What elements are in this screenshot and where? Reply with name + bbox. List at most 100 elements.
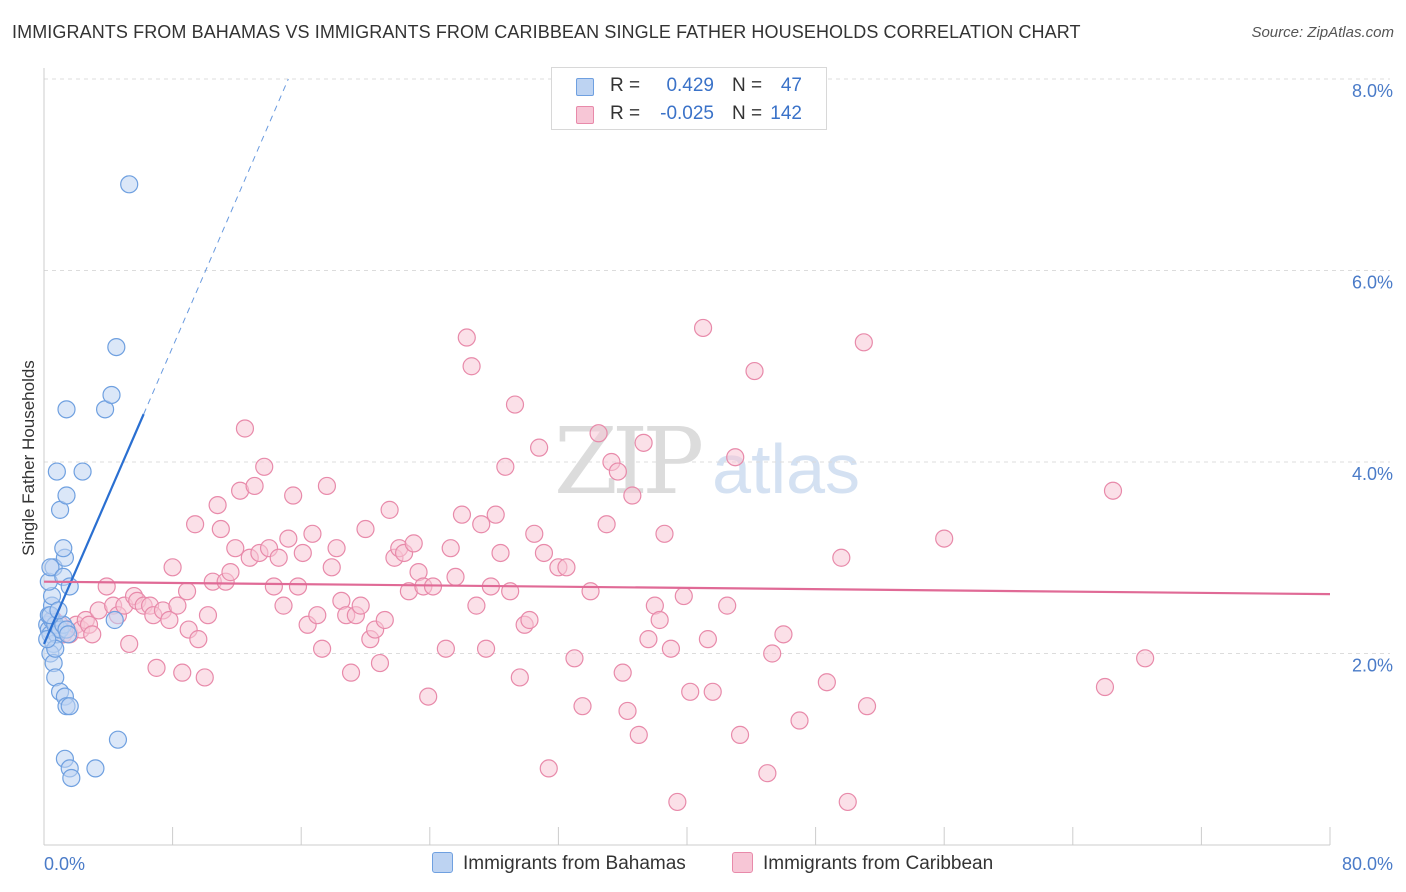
series-swatch-bahamas <box>432 852 453 873</box>
caribbean-point <box>404 534 423 553</box>
legend-r-value: 0.429 <box>666 75 714 96</box>
caribbean-point <box>186 515 205 534</box>
caribbean-point <box>245 476 264 496</box>
bahamas-point <box>102 385 121 405</box>
bahamas-point <box>60 697 79 716</box>
series-label-bahamas: Immigrants from Bahamas <box>463 853 686 874</box>
caribbean-point <box>565 649 584 668</box>
legend-swatch-caribbean <box>576 106 594 124</box>
caribbean-point <box>520 610 539 630</box>
caribbean-point <box>221 563 240 582</box>
bahamas-point <box>108 730 128 749</box>
caribbean-point <box>613 663 632 682</box>
caribbean-point <box>441 539 460 558</box>
caribbean-point <box>264 577 283 596</box>
caribbean-point <box>693 318 713 338</box>
caribbean-point <box>255 457 274 476</box>
caribbean-point <box>322 558 341 577</box>
caribbean-point <box>668 792 687 812</box>
caribbean-point <box>467 596 486 615</box>
legend-n-value: 142 <box>770 103 802 124</box>
caribbean-point <box>293 543 312 563</box>
caribbean-point <box>284 486 303 505</box>
caribbean-point <box>534 543 554 563</box>
bahamas-point <box>120 175 139 194</box>
caribbean-point <box>857 697 877 716</box>
caribbean-point <box>341 663 361 682</box>
series-legend-bahamas: Immigrants from Bahamas <box>432 852 686 875</box>
caribbean-point <box>525 524 544 543</box>
caribbean-point <box>581 582 600 601</box>
caribbean-point <box>832 548 851 567</box>
series-legend: Immigrants from Bahamas Immigrants from … <box>0 852 1406 878</box>
y-tick-label: 8.0% <box>1352 81 1393 101</box>
caribbean-point <box>208 495 227 515</box>
y-tick-label: 2.0% <box>1352 656 1393 676</box>
caribbean-point <box>308 606 327 625</box>
caribbean-point <box>195 668 214 687</box>
caribbean-point <box>539 759 558 778</box>
caribbean-point <box>380 500 399 519</box>
caribbean-point <box>854 333 873 352</box>
caribbean-point <box>486 505 505 524</box>
legend-r-value: -0.025 <box>660 103 714 124</box>
trend-lines <box>42 78 1331 645</box>
caribbean-point <box>303 524 322 543</box>
caribbean-point <box>681 682 700 701</box>
caribbean-point <box>661 639 681 658</box>
y-axis-label: Single Father Households <box>19 360 38 556</box>
caribbean-point <box>589 424 608 443</box>
tick-labels: 2.0% 4.0% 6.0% 8.0% 0.0% 80.0% <box>44 81 1393 874</box>
caribbean-point <box>211 519 230 539</box>
caribbean-point <box>163 558 182 577</box>
caribbean-point <box>419 687 438 706</box>
caribbean-point <box>457 328 476 347</box>
caribbean-point <box>288 577 308 596</box>
correlation-legend: R = 0.429 N = 47 R = -0.025 N = 142 <box>551 67 827 130</box>
caribbean-point <box>758 764 777 783</box>
caribbean-point <box>462 357 481 376</box>
legend-row-caribbean: R = -0.025 N = 142 <box>552 101 826 129</box>
caribbean-point <box>726 448 745 467</box>
caribbean-point <box>452 505 472 524</box>
caribbean-point <box>351 596 370 615</box>
caribbean-point <box>279 529 298 548</box>
bahamas-point <box>86 759 105 778</box>
caribbean-point <box>618 701 637 721</box>
legend-n-value: 47 <box>780 75 802 96</box>
bahamas-point <box>57 486 76 505</box>
caribbean-point <box>703 682 722 701</box>
legend-n-label: N = <box>732 103 763 124</box>
caribbean-point <box>623 486 642 505</box>
caribbean-point <box>1103 481 1123 500</box>
caribbean-point <box>505 395 525 414</box>
bahamas-point <box>62 768 81 788</box>
caribbean-point <box>83 625 102 644</box>
caribbean-point <box>226 539 245 558</box>
series-swatch-caribbean <box>732 852 753 873</box>
caribbean-point <box>472 515 491 534</box>
caribbean-point <box>817 673 836 692</box>
caribbean-point <box>629 725 648 744</box>
caribbean-point <box>639 630 658 649</box>
caribbean-point <box>530 438 549 457</box>
axes <box>43 68 1331 846</box>
caribbean-point <box>730 725 750 744</box>
chart-title: IMMIGRANTS FROM BAHAMAS VS IMMIGRANTS FR… <box>12 22 1081 42</box>
caribbean-point <box>597 515 616 534</box>
bahamas-point <box>107 338 126 357</box>
caribbean-point <box>177 582 197 601</box>
x-tick-label: 0.0% <box>44 854 85 874</box>
bahamas-point <box>59 625 78 644</box>
caribbean-point <box>317 476 337 496</box>
caribbean-point <box>269 548 288 567</box>
bahamas-point <box>73 462 92 481</box>
caribbean-point <box>274 596 293 615</box>
caribbean-point <box>674 586 693 606</box>
bahamas-trend-line <box>42 413 145 645</box>
caribbean-point <box>356 519 375 539</box>
y-tick-label: 6.0% <box>1352 273 1393 293</box>
caribbean-point <box>370 653 390 673</box>
caribbean-point <box>718 596 737 615</box>
